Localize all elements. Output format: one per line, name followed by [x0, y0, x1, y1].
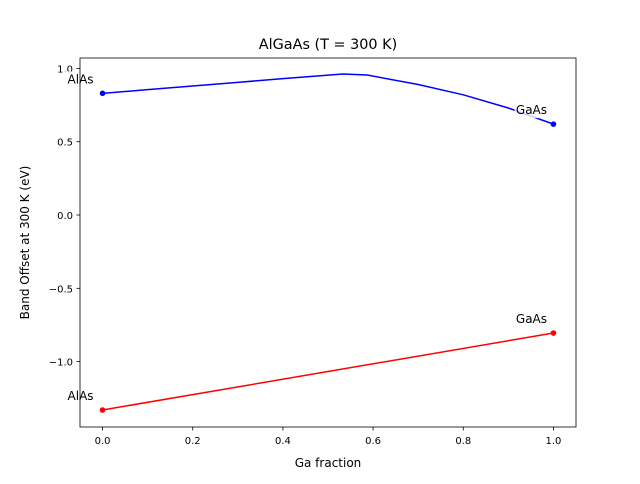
- y-tick-label: 0.5: [57, 138, 73, 149]
- endpoint-marker: [550, 121, 557, 127]
- series-line-1: [102, 332, 554, 411]
- label-background: [514, 102, 549, 119]
- label-background: [63, 71, 98, 88]
- x-axis-label: Ga fraction: [295, 456, 362, 470]
- chart-title: AlGaAs (T = 300 K): [259, 37, 397, 53]
- endpoint-marker: [99, 407, 106, 413]
- y-tick-label: −1.0: [49, 358, 73, 369]
- endpoint-label: GaAs: [516, 312, 547, 326]
- y-tick-label: −0.5: [49, 284, 73, 295]
- x-tick-label: 0.2: [185, 436, 201, 447]
- x-tick-label: 1.0: [546, 436, 562, 447]
- label-background: [63, 387, 98, 404]
- series-line-0: [102, 73, 554, 125]
- x-tick-label: 0.4: [275, 436, 291, 447]
- y-axis-label: Band Offset at 300 K (eV): [18, 166, 32, 320]
- endpoint-label: AlAs: [68, 72, 94, 86]
- x-tick-label: 0.6: [365, 436, 381, 447]
- label-background: [514, 311, 549, 328]
- y-tick-label: 0.0: [57, 211, 73, 222]
- endpoint-label: GaAs: [516, 103, 547, 117]
- endpoint-marker: [550, 330, 557, 336]
- x-tick-label: 0.0: [95, 436, 111, 447]
- x-tick-label: 0.8: [455, 436, 471, 447]
- endpoint-label: AlAs: [68, 389, 94, 403]
- y-tick-label: 1.0: [57, 64, 73, 75]
- endpoint-marker: [99, 90, 106, 97]
- axes-frame: [79, 57, 577, 428]
